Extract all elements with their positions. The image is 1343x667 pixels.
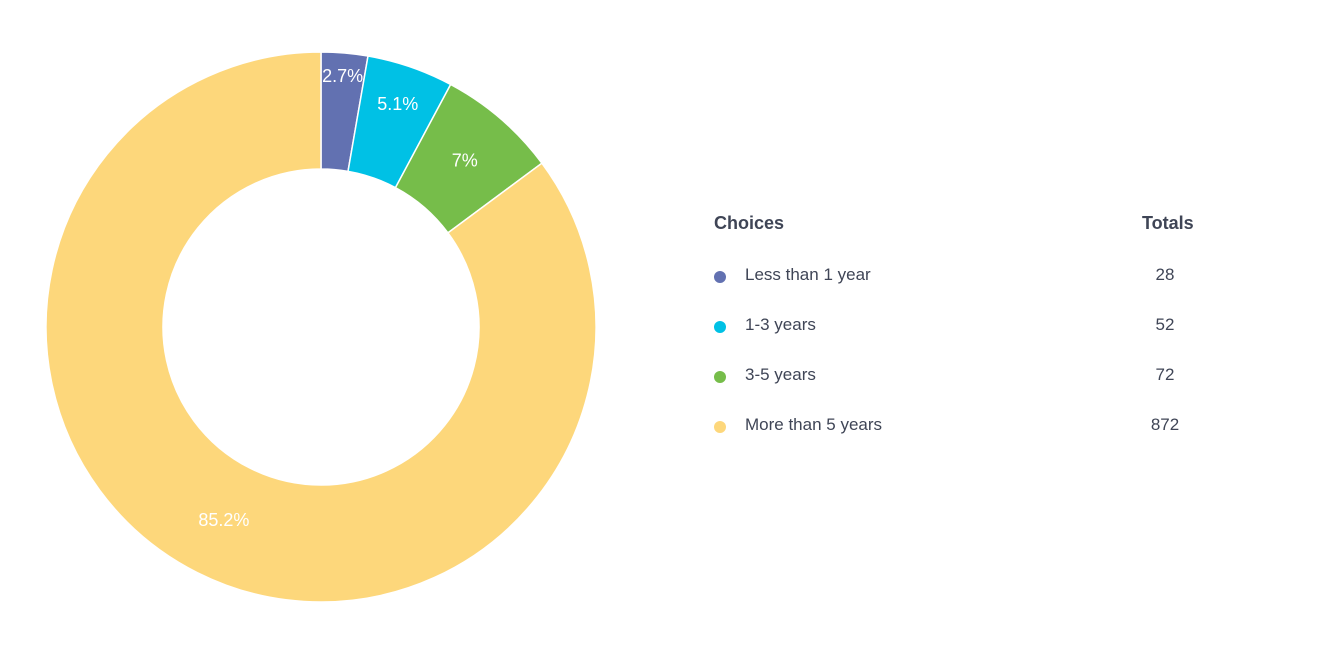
donut-chart: 2.7% 5.1% 7% 85.2% <box>45 51 597 603</box>
donut-slices <box>45 51 597 603</box>
legend-swatch <box>714 421 726 433</box>
legend-header: Choices Totals <box>714 213 1214 241</box>
legend-swatch <box>714 371 726 383</box>
slice-labels: 2.7% 5.1% 7% 85.2% <box>198 66 477 530</box>
legend-label: 1-3 years <box>745 315 816 334</box>
legend-swatch <box>714 321 726 333</box>
slice-label-1-3-years: 5.1% <box>377 94 418 114</box>
slice-label-more-than-5-years: 85.2% <box>198 510 249 530</box>
legend-table: Choices Totals Less than 1 year 28 1-3 y… <box>714 213 1214 434</box>
legend-total: 28 <box>1155 265 1175 284</box>
choices-header: Choices <box>714 213 785 233</box>
legend-label: 3-5 years <box>745 365 816 384</box>
legend-total: 52 <box>1155 315 1175 334</box>
legend-total: 872 <box>1150 415 1180 434</box>
slice-label-3-5-years: 7% <box>452 150 478 170</box>
legend-swatch <box>714 271 726 283</box>
legend-label: More than 5 years <box>745 415 883 434</box>
totals-header: Totals <box>1142 213 1194 233</box>
legend-total: 72 <box>1155 365 1175 384</box>
legend-label: Less than 1 year <box>745 265 871 284</box>
slice-label-less-than-1-year: 2.7% <box>322 66 363 86</box>
slice-more-than-5-years <box>45 51 597 603</box>
